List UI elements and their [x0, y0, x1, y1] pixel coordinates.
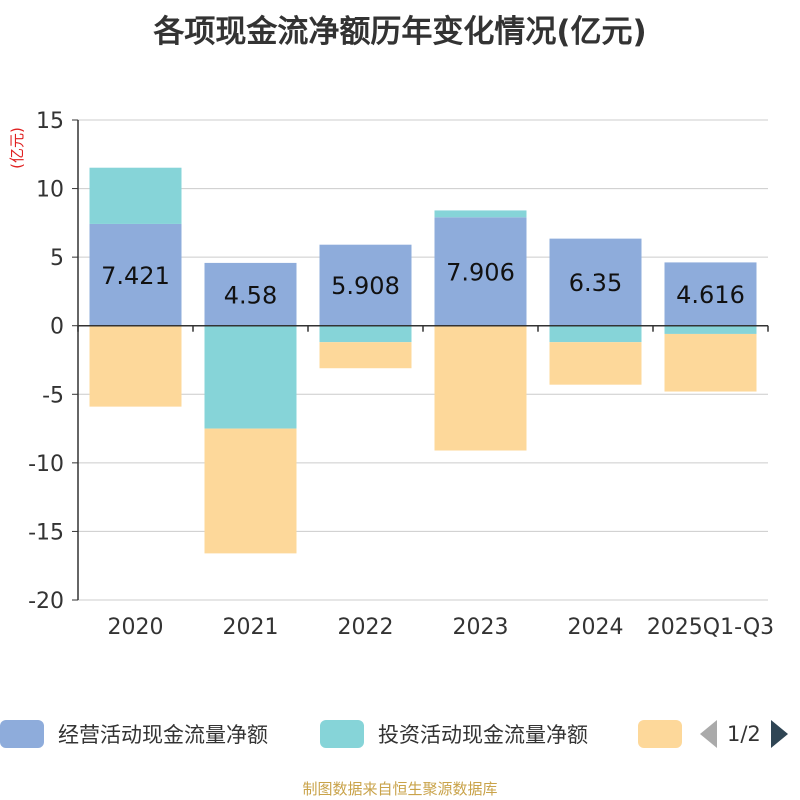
legend-label-investing: 投资活动现金流量净额 [378, 723, 588, 747]
bar-2025Q1-Q3-series-0 [664, 262, 757, 326]
bar-2020-series-0 [89, 223, 182, 326]
x-tick-label: 2020 [108, 615, 164, 640]
chart-title: 各项现金流净额历年变化情况(亿元) [153, 14, 647, 50]
legend-item-investing[interactable]: 投资活动现金流量净额 [320, 718, 588, 750]
y-tick-label: -15 [28, 520, 64, 545]
bar-2023-series-0 [434, 217, 527, 326]
legend-item-operating[interactable]: 经营活动现金流量净额 [0, 718, 268, 750]
legend-prev-arrow-icon[interactable] [700, 720, 717, 748]
x-tick-label: 2023 [453, 615, 509, 640]
bar-2022-series-2 [319, 342, 412, 369]
bar-2022-series-1 [319, 325, 412, 343]
bar-2021-series-2 [204, 428, 297, 554]
x-tick-label: 2025Q1-Q3 [647, 615, 774, 640]
bar-2024-series-0 [549, 238, 642, 326]
bar-2022-series-0 [319, 244, 412, 326]
bar-2024-series-2 [549, 342, 642, 385]
legend-label-operating: 经营活动现金流量净额 [58, 723, 268, 747]
y-tick-label: 10 [36, 178, 64, 203]
legend-item-financing[interactable] [638, 718, 682, 750]
data-label: 4.58 [224, 281, 277, 309]
legend-page-indicator: 1/2 [727, 722, 761, 746]
legend: 经营活动现金流量净额 投资活动现金流量净额 [0, 718, 800, 750]
y-tick-label: -20 [28, 589, 64, 614]
legend-pager: 1/2 [700, 718, 788, 750]
y-axis-unit-label: (亿元) [8, 127, 26, 169]
bar-2023-series-2 [434, 325, 527, 451]
x-tick-label: 2021 [223, 615, 279, 640]
legend-next-arrow-icon[interactable] [770, 720, 788, 748]
data-label: 4.616 [676, 281, 745, 309]
y-tick-label: 15 [36, 109, 64, 134]
x-tick-label: 2024 [568, 615, 624, 640]
x-tick-label: 2022 [338, 615, 394, 640]
footer-source: 制图数据来自恒生聚源数据库 [302, 780, 498, 798]
bar-2021-series-1 [204, 325, 297, 429]
bar-2023-series-1 [434, 210, 527, 218]
y-tick-label: -5 [42, 383, 64, 408]
data-label: 5.908 [331, 272, 400, 300]
bar-2025Q1-Q3-series-2 [664, 333, 757, 392]
data-label: 6.35 [569, 269, 622, 297]
y-tick-label: 0 [50, 315, 64, 340]
bar-2021-series-0 [204, 262, 297, 326]
legend-swatch-investing [320, 720, 364, 748]
y-tick-label: 5 [50, 246, 64, 271]
legend-swatch-operating [0, 720, 44, 748]
chart: 15 10 5 0 -5 -10 -15 -20 (亿元) 7.421 4.58 5.908 7.906… [8, 109, 774, 640]
data-label: 7.421 [101, 262, 170, 290]
bar-2024-series-1 [549, 325, 642, 343]
legend-swatch-financing [638, 720, 682, 748]
y-tick-label: -10 [28, 452, 64, 477]
bar-2020-series-2 [89, 325, 182, 407]
bar-2025Q1-Q3-series-1 [664, 325, 757, 334]
data-label: 7.906 [446, 259, 515, 287]
bar-2020-series-1 [89, 167, 182, 224]
